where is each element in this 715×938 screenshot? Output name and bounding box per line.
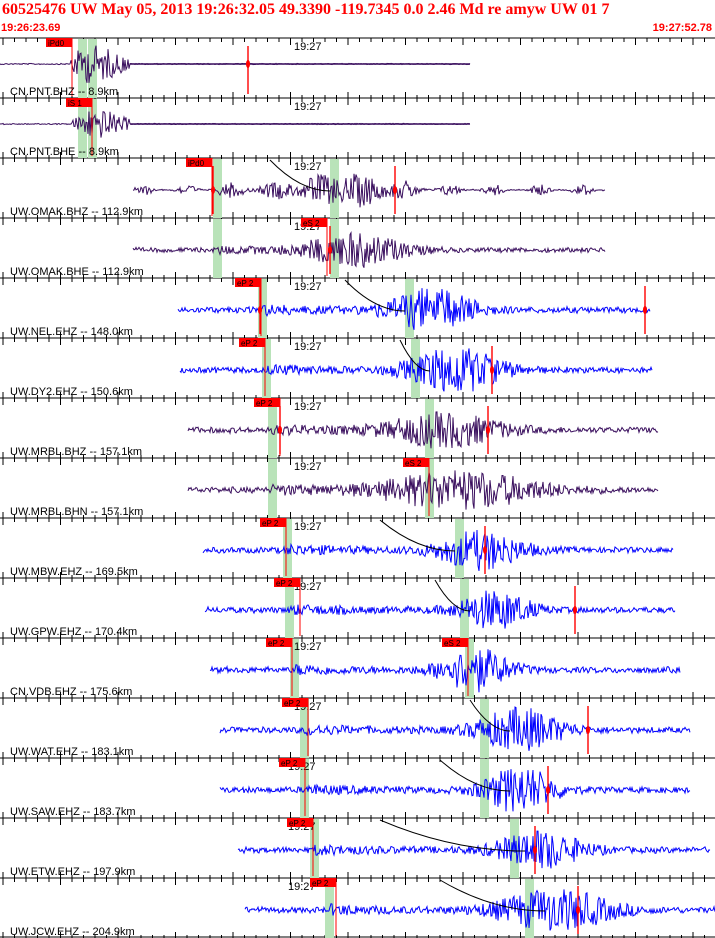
station-label: UW.MBW.EHZ -- 169.5km: [10, 566, 138, 578]
trace-row: [219, 706, 691, 751]
pick-label: eP 2: [241, 339, 258, 348]
trace-grid: [0, 37, 715, 938]
waveform-trace: [132, 173, 606, 208]
station-label: UW.DY2.EHZ -- 150.6km: [10, 386, 133, 398]
trace-row: [132, 173, 606, 208]
pick-flag[interactable]: [186, 158, 212, 167]
start-time: 19:26:23.69: [1, 22, 61, 34]
pick-flag[interactable]: [266, 638, 292, 647]
pick-flag[interactable]: [66, 98, 92, 107]
overlays: 19:27 iPd0 CN.PNT.BHZ -- 8.9km 19:27 iS 1 CN.…: [10, 38, 647, 938]
pick-flag[interactable]: [310, 878, 336, 887]
time-marker-label: 19:27: [294, 161, 322, 173]
pick-label: eS 2: [405, 459, 422, 468]
pick-flag[interactable]: [239, 338, 265, 347]
seismogram-header: 60525476 UW May 05, 2013 19:26:32.05 49.…: [0, 0, 715, 36]
pick-label: eP 2: [262, 519, 279, 528]
waveform-trace: [187, 470, 659, 510]
pick-flag[interactable]: [254, 398, 280, 407]
pick-flag[interactable]: [274, 578, 300, 587]
station-label: UW.OMAK.BHZ -- 112.9km: [10, 206, 143, 218]
station-label: UW.JCW.EHZ -- 204.9km: [10, 926, 135, 938]
waveform-trace: [179, 348, 653, 392]
waveform-trace: [202, 529, 674, 571]
pick-label: eP 2: [256, 399, 273, 408]
waveform-trace: [177, 288, 651, 330]
time-marker-label: 19:27: [294, 101, 322, 113]
end-time: 19:27:52.78: [652, 22, 712, 34]
pick-flag[interactable]: [442, 638, 468, 647]
station-label: UW.SAW.EHZ -- 183.7km: [10, 806, 136, 818]
pick-flag[interactable]: [282, 698, 308, 707]
trace-row: [187, 470, 659, 510]
pick-label: eP 2: [284, 699, 301, 708]
time-marker-label: 19:27: [288, 881, 316, 893]
trace-row: [209, 649, 681, 693]
pick-flag[interactable]: [301, 218, 327, 227]
time-marker-label: 19:27: [294, 581, 322, 593]
station-label: UW.NEL.EHZ -- 148.0km: [10, 326, 133, 338]
trace-row: [0, 45, 471, 83]
trace-row: [0, 111, 471, 138]
trace-row: [177, 288, 651, 330]
pick-label: eP 2: [237, 279, 254, 288]
time-marker-label: 19:27: [294, 641, 322, 653]
waveform-trace: [219, 706, 691, 751]
waveform-trace: [132, 231, 606, 268]
time-marker-label: 19:27: [294, 281, 322, 293]
station-label: UW.WAT.EHZ -- 183.1km: [10, 746, 133, 758]
pick-flag[interactable]: [403, 458, 429, 467]
waveform-trace: [187, 411, 659, 449]
time-marker-label: 19:27: [294, 461, 322, 473]
trace-row: [187, 411, 659, 449]
pick-label: eP 2: [281, 759, 298, 768]
waveform-trace: [204, 590, 676, 629]
trace-row: [237, 830, 711, 869]
pick-label: eP 2: [268, 639, 285, 648]
time-marker-label: 19:27: [294, 341, 322, 353]
pick-label: iPd0: [48, 39, 65, 48]
pick-label: eS 2: [303, 219, 320, 228]
pick-label: iPd0: [188, 159, 205, 168]
waveform-trace: [219, 769, 691, 812]
pick-flag[interactable]: [279, 758, 305, 767]
station-label: UW.GPW.EHZ -- 170.4km: [10, 626, 137, 638]
pick-label: iS 1: [68, 99, 82, 108]
waveform-trace: [237, 830, 711, 869]
station-label: CN.PNT.BHZ -- 8.9km: [10, 86, 118, 98]
pick-label: eP 2: [276, 579, 293, 588]
station-label: UW.OMAK.BHE -- 112.9km: [10, 266, 144, 278]
station-label: UW.MRBL.BHN -- 157.1km: [10, 506, 143, 518]
pick-label: eP 2: [312, 879, 329, 888]
pick-flag[interactable]: [260, 518, 286, 527]
trace-row: [219, 769, 691, 812]
waveform-trace: [209, 649, 681, 693]
trace-row: [179, 348, 653, 392]
trace-row: [202, 529, 674, 571]
station-label: CN.PNT.BHE -- 8.9km: [10, 146, 119, 158]
trace-row: [204, 590, 676, 629]
station-label: CN.VDB.EHZ -- 175.6km: [10, 686, 132, 698]
pick-flag[interactable]: [46, 38, 72, 47]
waveform-trace: [244, 889, 715, 931]
event-title: 60525476 UW May 05, 2013 19:26:32.05 49.…: [2, 1, 610, 18]
trace-row: [244, 889, 715, 931]
pick-label: eS 2: [444, 639, 461, 648]
station-label: UW.MRBL.BHZ -- 157.1km: [10, 446, 142, 458]
pick-flag[interactable]: [287, 818, 313, 827]
pick-label: eP 2: [289, 819, 306, 828]
pick-flag[interactable]: [235, 278, 261, 287]
time-marker-label: 19:27: [294, 41, 322, 53]
time-marker-label: 19:27: [294, 401, 322, 413]
trace-row: [132, 231, 606, 268]
time-marker-label: 19:27: [294, 521, 322, 533]
waveforms: [0, 45, 715, 931]
station-label: UW.ETW.EHZ -- 197.9km: [10, 866, 135, 878]
